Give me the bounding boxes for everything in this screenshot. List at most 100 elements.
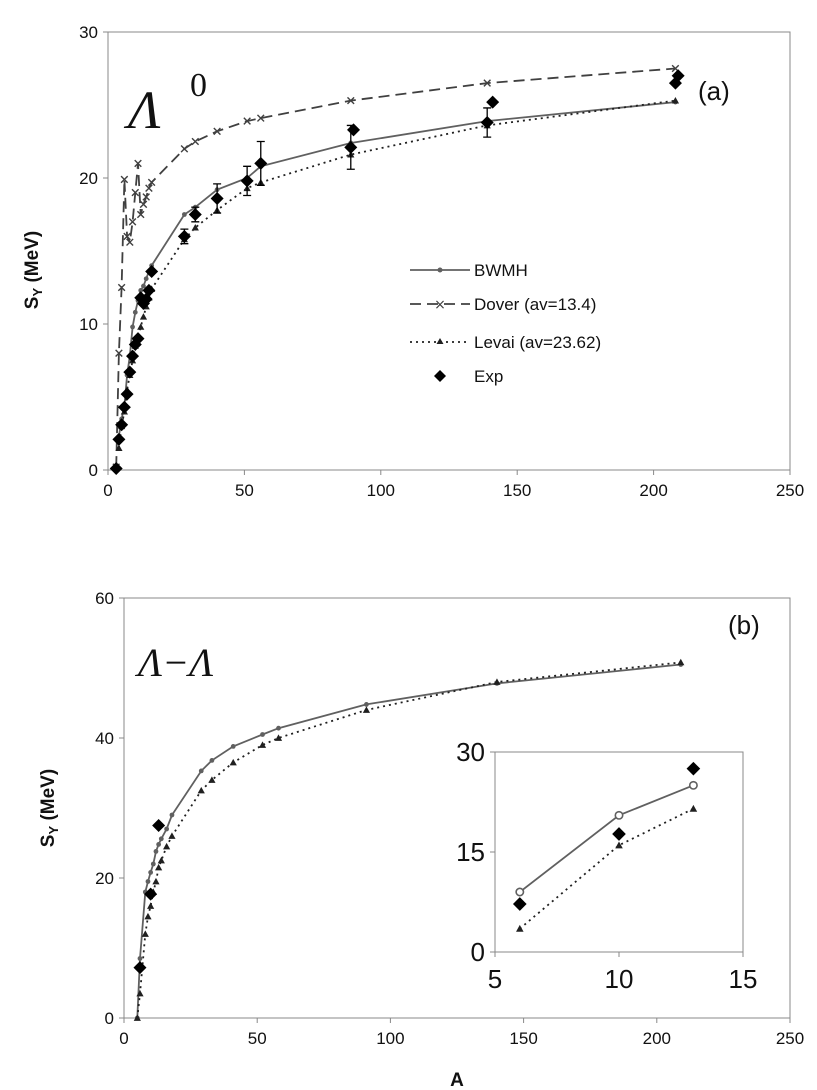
y-tick-label: 30: [79, 23, 98, 42]
data-point-levai: [493, 678, 501, 685]
data-point-bwmh: [198, 768, 204, 774]
data-point-levai: [141, 930, 149, 937]
data-point-exp: [120, 387, 134, 401]
legend-dover-marker: ×: [434, 297, 446, 313]
data-point-exp: [123, 365, 137, 379]
x-tick-label: 200: [639, 481, 667, 500]
data-point-levai: [229, 758, 237, 766]
x-tick-label: 100: [367, 481, 395, 500]
data-point-bwmh: [614, 810, 624, 820]
panel-b-xlabel: A: [450, 1070, 464, 1090]
x-tick-label: 50: [235, 481, 254, 500]
data-point-levai: [168, 832, 176, 839]
data-point-exp: [210, 191, 224, 205]
x-tick-label: 150: [503, 481, 531, 500]
ylabel-s: S: [22, 297, 43, 310]
panel-a-series: [109, 64, 685, 476]
data-point-levai: [208, 776, 216, 783]
data-point-bwmh: [260, 732, 265, 737]
ylabel-unit: (MeV): [22, 231, 43, 283]
data-point-dover: [128, 218, 137, 226]
ylabel-sub: Y: [30, 288, 45, 297]
ylabel-s: S: [38, 835, 59, 848]
y-tick-label: 0: [105, 1009, 114, 1028]
data-point-bwmh: [153, 849, 159, 854]
data-point-dover: [256, 114, 265, 122]
data-point-exp: [131, 332, 145, 346]
data-point-bwmh: [158, 836, 164, 842]
data-point-dover: [136, 210, 145, 219]
data-point-levai: [615, 841, 623, 849]
series-line-bwmh: [118, 101, 676, 437]
x-tick-label: 0: [103, 481, 112, 500]
y-tick-label: 10: [79, 315, 98, 334]
y-tick-label: 40: [95, 729, 114, 748]
panel-b-label: (b): [728, 610, 760, 640]
data-point-exp: [671, 69, 685, 83]
y-tick-label: 20: [95, 869, 114, 888]
data-point-bwmh: [169, 812, 175, 818]
data-point-exp: [612, 827, 626, 841]
data-point-exp: [486, 95, 500, 109]
data-point-exp: [512, 897, 527, 911]
ylabel-unit: (MeV): [38, 769, 59, 821]
data-point-bwmh: [230, 744, 236, 749]
y-tick-label: 15: [456, 837, 485, 867]
data-point-exp: [109, 462, 123, 476]
series-line-levai: [519, 807, 694, 930]
data-point-bwmh: [688, 780, 698, 790]
y-tick-label: 0: [471, 937, 485, 967]
data-point-exp: [112, 432, 126, 446]
panel-b-inset: 5 10 15 0 15 30: [456, 737, 757, 994]
y-tick-label: 0: [89, 461, 98, 480]
data-point-levai: [163, 842, 171, 850]
data-point-exp: [686, 761, 701, 776]
data-point-levai: [671, 97, 680, 104]
svg-text:SY (MeV): SY (MeV): [38, 769, 61, 847]
data-point-levai: [197, 786, 205, 794]
legend-exp-label: Exp: [474, 367, 503, 386]
data-point-bwmh: [364, 702, 369, 707]
data-point-dover: [120, 175, 129, 184]
x-tick-label: 50: [248, 1029, 267, 1048]
data-point-exp: [145, 264, 159, 278]
data-point-bwmh: [132, 309, 138, 315]
data-point-exp: [117, 400, 131, 414]
data-point-bwmh: [209, 758, 215, 763]
x-tick-label: 100: [376, 1029, 404, 1048]
data-point-dover: [243, 117, 251, 125]
data-point-bwmh: [515, 887, 525, 897]
data-point-levai: [157, 856, 165, 864]
data-point-levai: [258, 741, 267, 748]
data-point-bwmh: [181, 212, 187, 217]
data-point-levai: [139, 313, 148, 320]
data-point-exp: [115, 418, 129, 432]
legend-bwmh-label: BWMH: [474, 261, 528, 280]
panel-b-ylabel: SY (MeV): [38, 769, 61, 847]
data-point-levai: [147, 902, 155, 909]
data-point-bwmh: [130, 324, 135, 330]
data-point-dover: [139, 200, 148, 209]
data-point-exp: [142, 283, 156, 297]
data-point-levai: [152, 877, 160, 885]
inset-series: [512, 761, 701, 932]
inset-axis-ticks: 5 10 15 0 15 30: [456, 737, 757, 994]
data-point-exp: [347, 123, 361, 137]
data-point-dover: [131, 188, 140, 197]
legend-exp-marker: [434, 370, 446, 382]
data-point-bwmh: [156, 842, 162, 847]
data-point-bwmh: [148, 870, 154, 875]
x-tick-label: 15: [729, 964, 758, 994]
data-point-exp: [144, 887, 158, 901]
legend-levai-label: Levai (av=23.62): [474, 333, 601, 352]
y-tick-label: 30: [456, 737, 485, 767]
data-point-levai: [144, 912, 152, 920]
x-tick-label: 5: [488, 964, 502, 994]
legend-levai-marker: [436, 338, 444, 344]
panel-a-axis-ticks: 0 50 100 150 200 250 0 10 20 30: [79, 23, 804, 500]
data-point-dover: [147, 178, 156, 187]
